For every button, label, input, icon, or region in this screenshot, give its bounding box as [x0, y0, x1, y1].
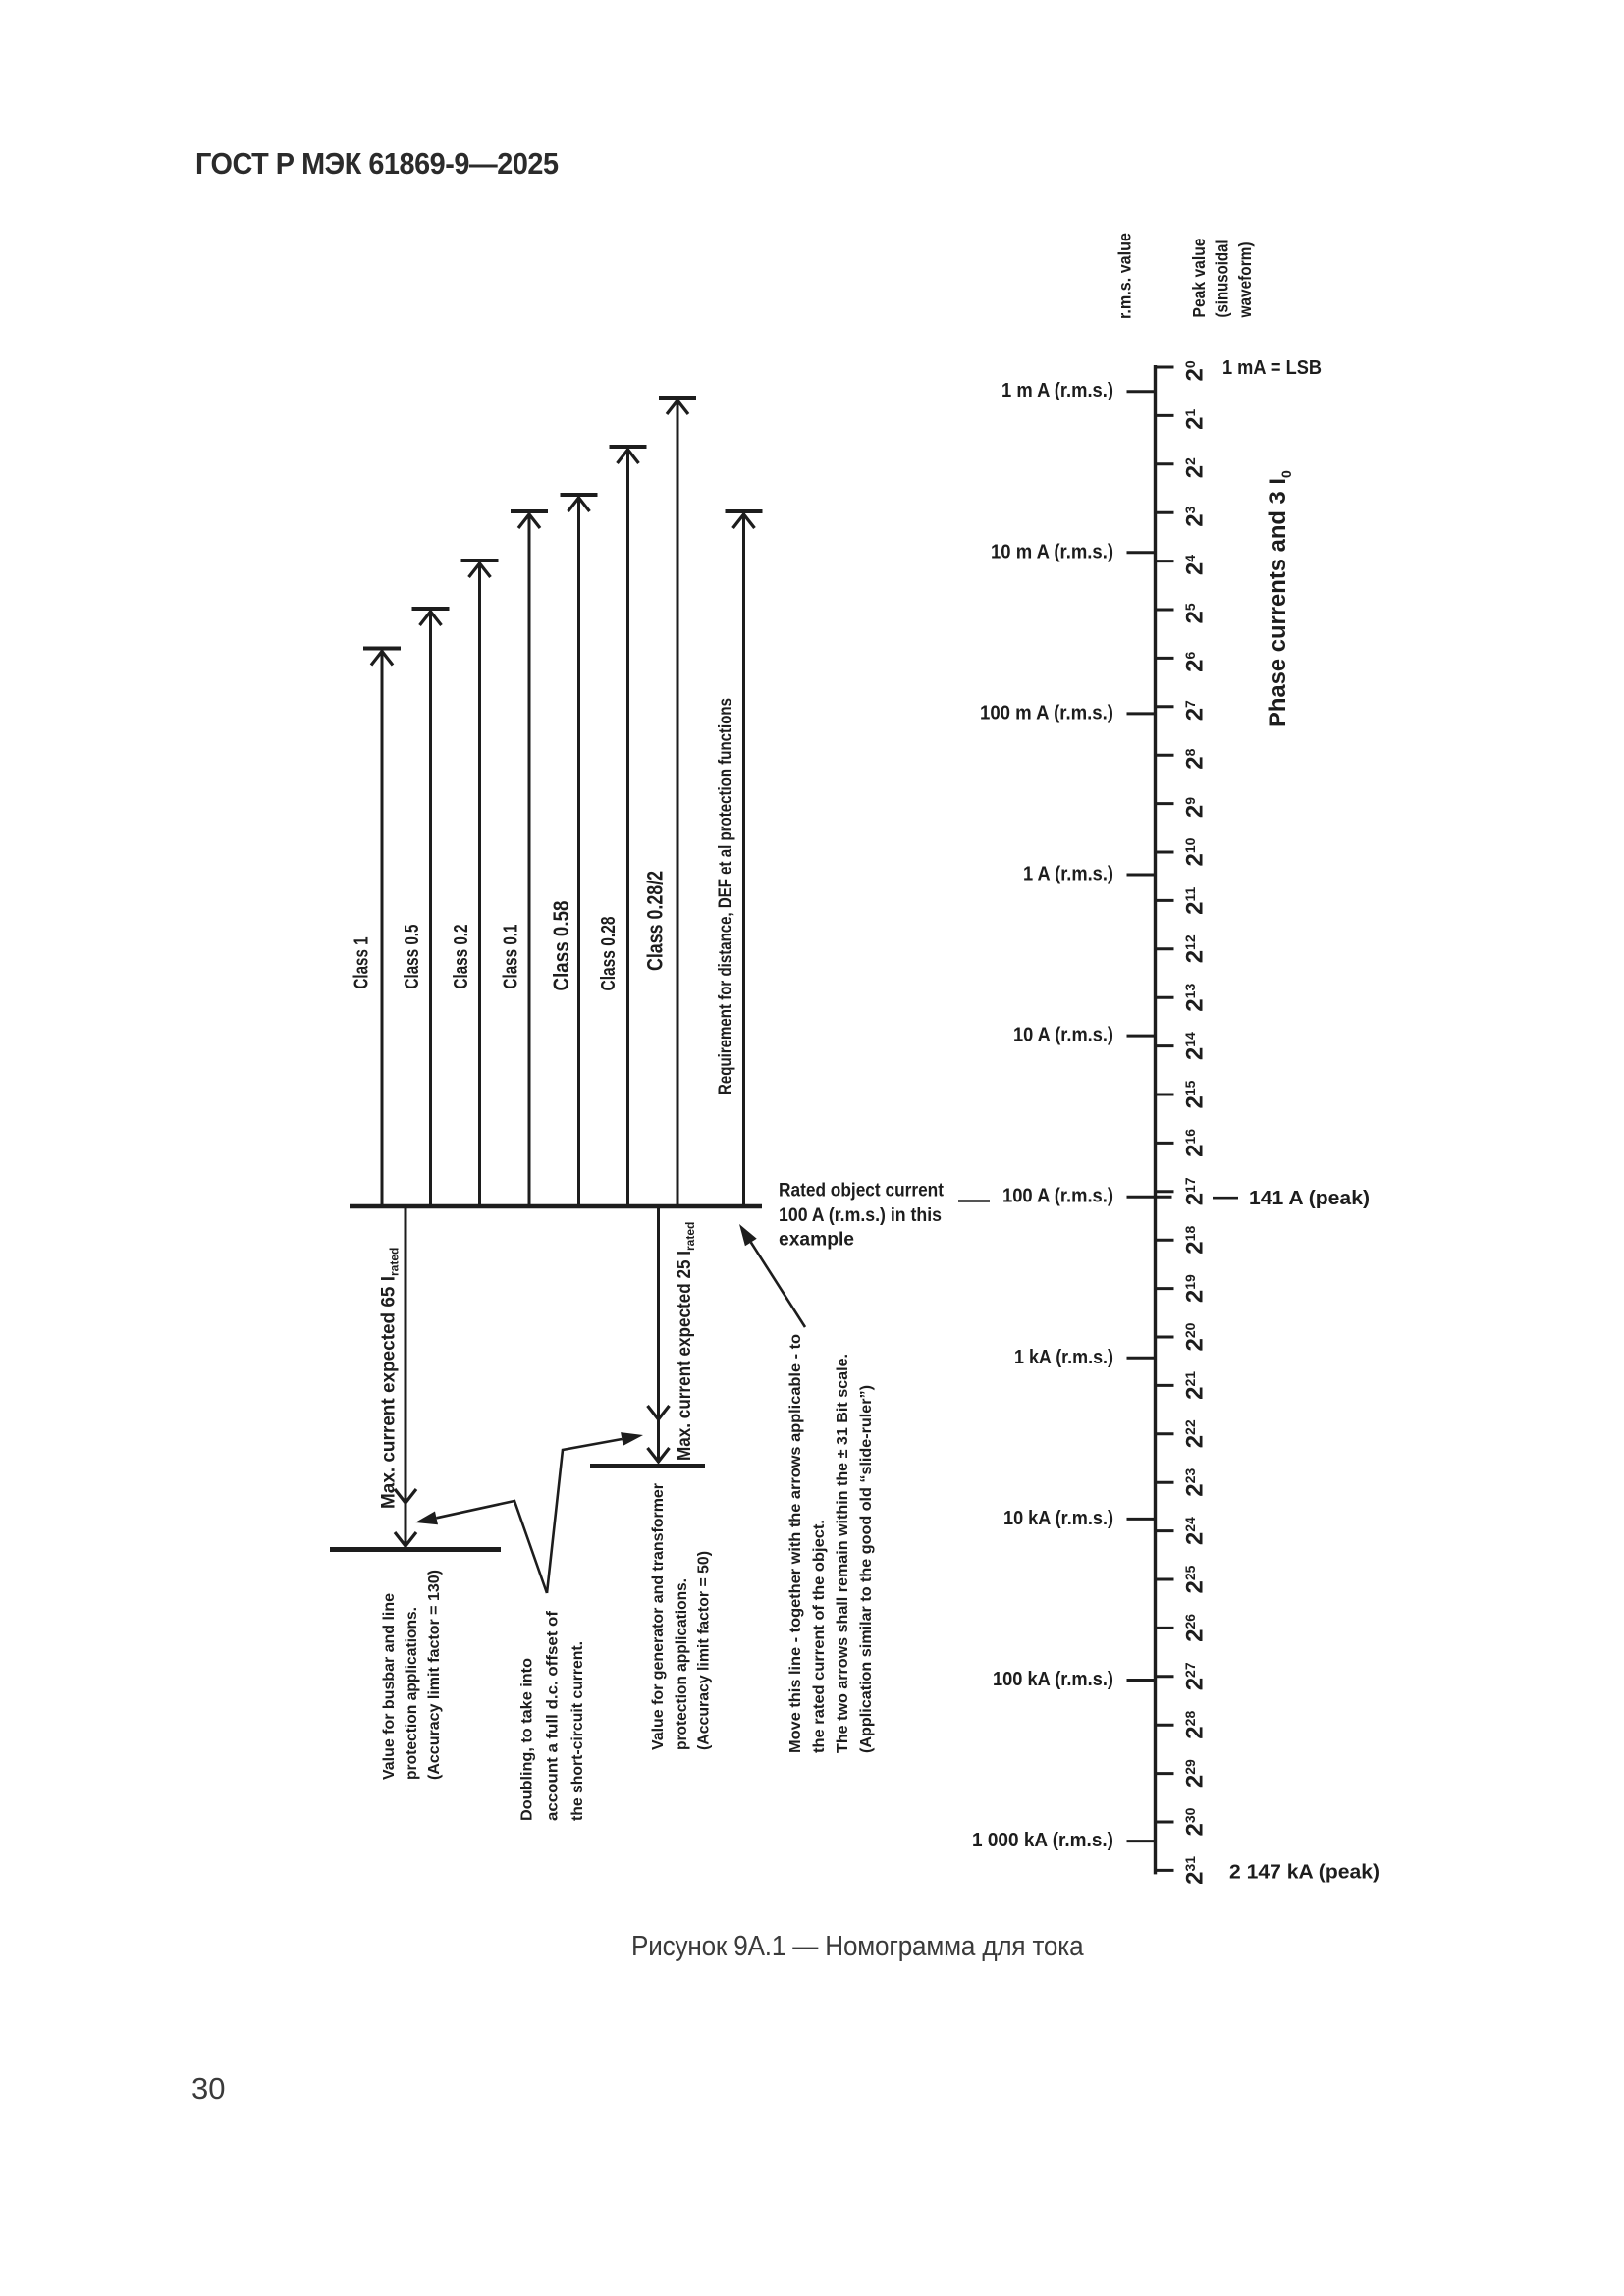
- svg-text:1 A (r.m.s.): 1 A (r.m.s.): [1023, 864, 1113, 885]
- svg-text:224: 224: [1182, 1517, 1209, 1545]
- svg-text:100 m A (r.m.s.): 100 m A (r.m.s.): [980, 702, 1113, 723]
- svg-text:23: 23: [1182, 506, 1209, 526]
- svg-text:218: 218: [1182, 1226, 1209, 1255]
- svg-text:protection applications.: protection applications.: [404, 1607, 420, 1780]
- svg-text:Class 0.1: Class 0.1: [501, 925, 522, 989]
- svg-text:222: 222: [1182, 1419, 1209, 1448]
- svg-text:1 000 kA (r.m.s.): 1 000 kA (r.m.s.): [972, 1830, 1113, 1851]
- svg-text:Phase currents and 3 I0: Phase currents and 3 I0: [1265, 470, 1294, 727]
- svg-text:(sinusoidal: (sinusoidal: [1213, 240, 1232, 318]
- svg-text:Peak value: Peak value: [1189, 238, 1209, 317]
- svg-text:Doubling, to take into: Doubling, to take into: [519, 1658, 536, 1821]
- svg-text:(Application similar to the go: (Application similar to the good old “sl…: [858, 1385, 875, 1753]
- svg-text:Max. current expected 25 Irate: Max. current expected 25 Irated: [675, 1222, 697, 1461]
- svg-text:r.m.s. value: r.m.s. value: [1115, 233, 1135, 319]
- svg-text:Class 1: Class 1: [352, 937, 373, 989]
- svg-text:212: 212: [1182, 934, 1209, 963]
- svg-text:100 kA (r.m.s.): 100 kA (r.m.s.): [993, 1669, 1113, 1690]
- svg-text:waveform): waveform): [1235, 242, 1255, 319]
- svg-text:221: 221: [1182, 1371, 1209, 1400]
- svg-text:225: 225: [1182, 1565, 1209, 1593]
- svg-text:20: 20: [1182, 360, 1209, 381]
- svg-text:230: 230: [1182, 1807, 1209, 1836]
- svg-text:227: 227: [1182, 1662, 1209, 1690]
- svg-text:22: 22: [1182, 457, 1209, 478]
- svg-text:(Accuracy limit factor = 50): (Accuracy limit factor = 50): [696, 1551, 713, 1750]
- svg-text:2 147 kA (peak): 2 147 kA (peak): [1229, 1861, 1380, 1883]
- svg-text:the short-circuit current.: the short-circuit current.: [569, 1641, 586, 1821]
- svg-text:Class 0.5: Class 0.5: [402, 925, 423, 989]
- svg-text:100 A (r.m.s.) in this: 100 A (r.m.s.) in this: [779, 1205, 942, 1226]
- svg-text:10 m A (r.m.s.): 10 m A (r.m.s.): [991, 541, 1113, 562]
- svg-text:1 mA = LSB: 1 mA = LSB: [1222, 357, 1322, 379]
- svg-text:220: 220: [1182, 1322, 1209, 1351]
- svg-text:Rated object current: Rated object current: [779, 1181, 945, 1201]
- svg-text:229: 229: [1182, 1759, 1209, 1788]
- svg-text:24: 24: [1182, 555, 1209, 575]
- svg-text:223: 223: [1182, 1468, 1209, 1497]
- svg-text:215: 215: [1182, 1080, 1209, 1108]
- svg-text:27: 27: [1182, 700, 1209, 721]
- svg-text:Move this line - together with: Move this line - together with the arrow…: [787, 1334, 804, 1753]
- svg-text:Max. current expected 65 Irate: Max. current expected 65 Irated: [379, 1248, 402, 1509]
- svg-text:Class 0.58: Class 0.58: [549, 901, 573, 991]
- svg-text:228: 228: [1182, 1711, 1209, 1739]
- svg-text:1 m A (r.m.s.): 1 m A (r.m.s.): [1001, 380, 1113, 401]
- svg-text:Class 0.28: Class 0.28: [598, 917, 620, 991]
- svg-text:226: 226: [1182, 1614, 1209, 1642]
- svg-text:Class 0.2: Class 0.2: [451, 925, 472, 989]
- svg-text:217: 217: [1182, 1177, 1209, 1205]
- svg-text:214: 214: [1182, 1032, 1209, 1060]
- svg-text:216: 216: [1182, 1129, 1209, 1157]
- svg-text:26: 26: [1182, 652, 1209, 672]
- svg-text:211: 211: [1182, 887, 1209, 915]
- svg-text:account a full d.c. offset of: account a full d.c. offset of: [545, 1610, 562, 1821]
- svg-text:(Accuracy limit factor = 130): (Accuracy limit factor = 130): [426, 1570, 443, 1780]
- svg-text:protection applications.: protection applications.: [674, 1578, 690, 1750]
- svg-text:Value for busbar and line: Value for busbar and line: [381, 1593, 398, 1780]
- svg-text:10 A (r.m.s.): 10 A (r.m.s.): [1013, 1025, 1113, 1046]
- svg-text:Requirement for distance, DEF: Requirement for distance, DEF et al prot…: [715, 698, 735, 1095]
- svg-text:219: 219: [1182, 1274, 1209, 1303]
- svg-text:25: 25: [1182, 603, 1209, 623]
- svg-text:The two arrows shall remain wi: The two arrows shall remain within the ±…: [835, 1354, 851, 1753]
- svg-text:231: 231: [1182, 1856, 1209, 1885]
- svg-text:29: 29: [1182, 797, 1209, 818]
- svg-text:10 kA (r.m.s.): 10 kA (r.m.s.): [1003, 1508, 1113, 1529]
- svg-text:21: 21: [1182, 409, 1209, 430]
- svg-text:210: 210: [1182, 837, 1209, 866]
- svg-text:Class 0.28/2: Class 0.28/2: [643, 871, 668, 971]
- svg-text:100 A (r.m.s.): 100 A (r.m.s.): [1002, 1186, 1113, 1207]
- svg-text:Value for generator and transf: Value for generator and transformer: [650, 1483, 667, 1750]
- svg-text:example: example: [779, 1230, 854, 1251]
- svg-text:141 A (peak): 141 A (peak): [1249, 1188, 1370, 1209]
- svg-text:1 kA (r.m.s.): 1 kA (r.m.s.): [1014, 1347, 1113, 1368]
- svg-text:28: 28: [1182, 748, 1209, 769]
- svg-text:213: 213: [1182, 984, 1209, 1012]
- svg-text:the rated current of the objec: the rated current of the object.: [811, 1520, 828, 1753]
